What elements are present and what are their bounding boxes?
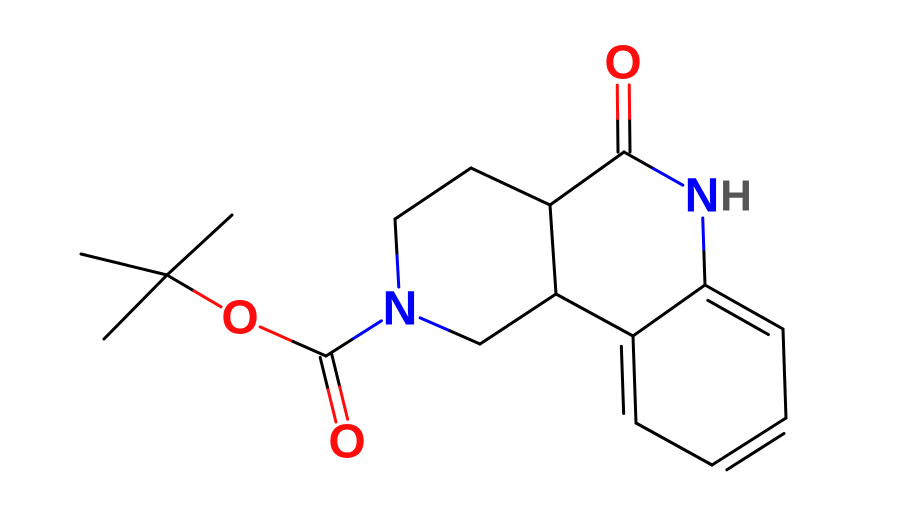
atom-oxygen: O: [604, 37, 641, 90]
atom-oxygen: O: [328, 416, 365, 469]
atom-nitrogen: N: [383, 283, 418, 336]
chemical-structure-diagram: OONONH: [0, 0, 924, 530]
atom-nitrogen: N: [685, 170, 720, 223]
canvas-background: [0, 0, 924, 530]
atom-hydrogen: H: [720, 172, 752, 221]
atom-oxygen: O: [221, 292, 258, 345]
